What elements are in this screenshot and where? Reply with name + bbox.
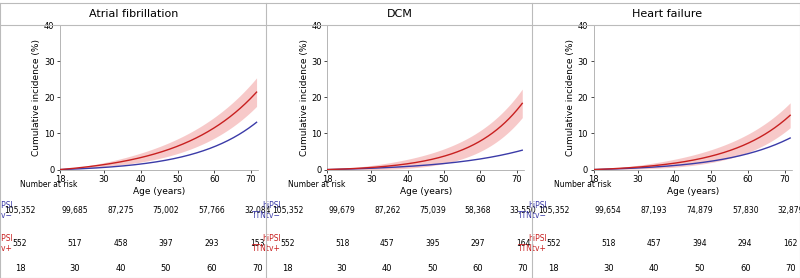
Text: 395: 395 <box>426 239 440 248</box>
X-axis label: Age (years): Age (years) <box>133 187 186 196</box>
Text: 50: 50 <box>161 264 171 273</box>
Text: Number at risk: Number at risk <box>554 180 611 189</box>
Y-axis label: Cumulative incidence (%): Cumulative incidence (%) <box>32 39 41 156</box>
Text: 57,830: 57,830 <box>732 206 758 215</box>
Text: 70: 70 <box>786 264 796 273</box>
Text: 105,352: 105,352 <box>538 206 570 215</box>
Text: 394: 394 <box>692 239 707 248</box>
Text: 60: 60 <box>473 264 483 273</box>
Text: 50: 50 <box>427 264 438 273</box>
Text: 552: 552 <box>281 239 295 248</box>
Text: 18: 18 <box>14 264 26 273</box>
Text: hiPSI
TTNtv+: hiPSI TTNtv+ <box>0 234 13 252</box>
Text: 153: 153 <box>250 239 265 248</box>
Text: 74,879: 74,879 <box>686 206 713 215</box>
Text: 30: 30 <box>70 264 80 273</box>
Text: 70: 70 <box>518 264 528 273</box>
Text: 70: 70 <box>252 264 262 273</box>
Y-axis label: Cumulative incidence (%): Cumulative incidence (%) <box>566 39 574 156</box>
Text: 457: 457 <box>380 239 394 248</box>
Text: 517: 517 <box>67 239 82 248</box>
Text: 87,275: 87,275 <box>107 206 134 215</box>
Text: 30: 30 <box>603 264 614 273</box>
Text: hiPSI
TTNtv−: hiPSI TTNtv− <box>252 201 281 220</box>
Text: 32,084: 32,084 <box>244 206 270 215</box>
X-axis label: Age (years): Age (years) <box>400 187 452 196</box>
Text: 552: 552 <box>546 239 561 248</box>
Text: 50: 50 <box>694 264 705 273</box>
Text: 457: 457 <box>646 239 662 248</box>
Text: DCM: DCM <box>387 9 413 19</box>
Text: 105,352: 105,352 <box>4 206 36 215</box>
Text: 99,679: 99,679 <box>329 206 355 215</box>
Text: 30: 30 <box>337 264 347 273</box>
Text: 58,368: 58,368 <box>465 206 491 215</box>
Text: 294: 294 <box>738 239 753 248</box>
Text: 552: 552 <box>13 239 27 248</box>
Text: 75,039: 75,039 <box>419 206 446 215</box>
Text: 40: 40 <box>382 264 393 273</box>
Text: Number at risk: Number at risk <box>20 180 78 189</box>
Text: 105,352: 105,352 <box>272 206 303 215</box>
Text: 57,766: 57,766 <box>198 206 225 215</box>
Text: 518: 518 <box>335 239 350 248</box>
Text: 518: 518 <box>601 239 615 248</box>
Text: Heart failure: Heart failure <box>632 9 702 19</box>
Text: 33,550: 33,550 <box>510 206 536 215</box>
Text: 60: 60 <box>206 264 217 273</box>
Text: Atrial fibrillation: Atrial fibrillation <box>89 9 178 19</box>
Text: 397: 397 <box>158 239 174 248</box>
Y-axis label: Cumulative incidence (%): Cumulative incidence (%) <box>299 39 309 156</box>
Text: 60: 60 <box>740 264 750 273</box>
Text: 99,654: 99,654 <box>595 206 622 215</box>
Text: 75,002: 75,002 <box>153 206 179 215</box>
Text: hiPSI
TTNtv−: hiPSI TTNtv− <box>0 201 13 220</box>
X-axis label: Age (years): Age (years) <box>666 187 719 196</box>
Text: 32,879: 32,879 <box>778 206 800 215</box>
Text: 99,685: 99,685 <box>62 206 88 215</box>
Text: 162: 162 <box>784 239 798 248</box>
Text: 164: 164 <box>516 239 530 248</box>
Text: 458: 458 <box>113 239 128 248</box>
Text: 40: 40 <box>649 264 659 273</box>
Text: 87,262: 87,262 <box>374 206 401 215</box>
Text: 297: 297 <box>470 239 485 248</box>
Text: hiPSI
TTNtv−: hiPSI TTNtv− <box>518 201 546 220</box>
Text: 18: 18 <box>548 264 559 273</box>
Text: 293: 293 <box>204 239 219 248</box>
Text: 87,193: 87,193 <box>641 206 667 215</box>
Text: hiPSI
TTNtv+: hiPSI TTNtv+ <box>252 234 281 252</box>
Text: 40: 40 <box>115 264 126 273</box>
Text: Number at risk: Number at risk <box>288 180 345 189</box>
Text: 18: 18 <box>282 264 293 273</box>
Text: hiPSI
TTNtv+: hiPSI TTNtv+ <box>518 234 546 252</box>
